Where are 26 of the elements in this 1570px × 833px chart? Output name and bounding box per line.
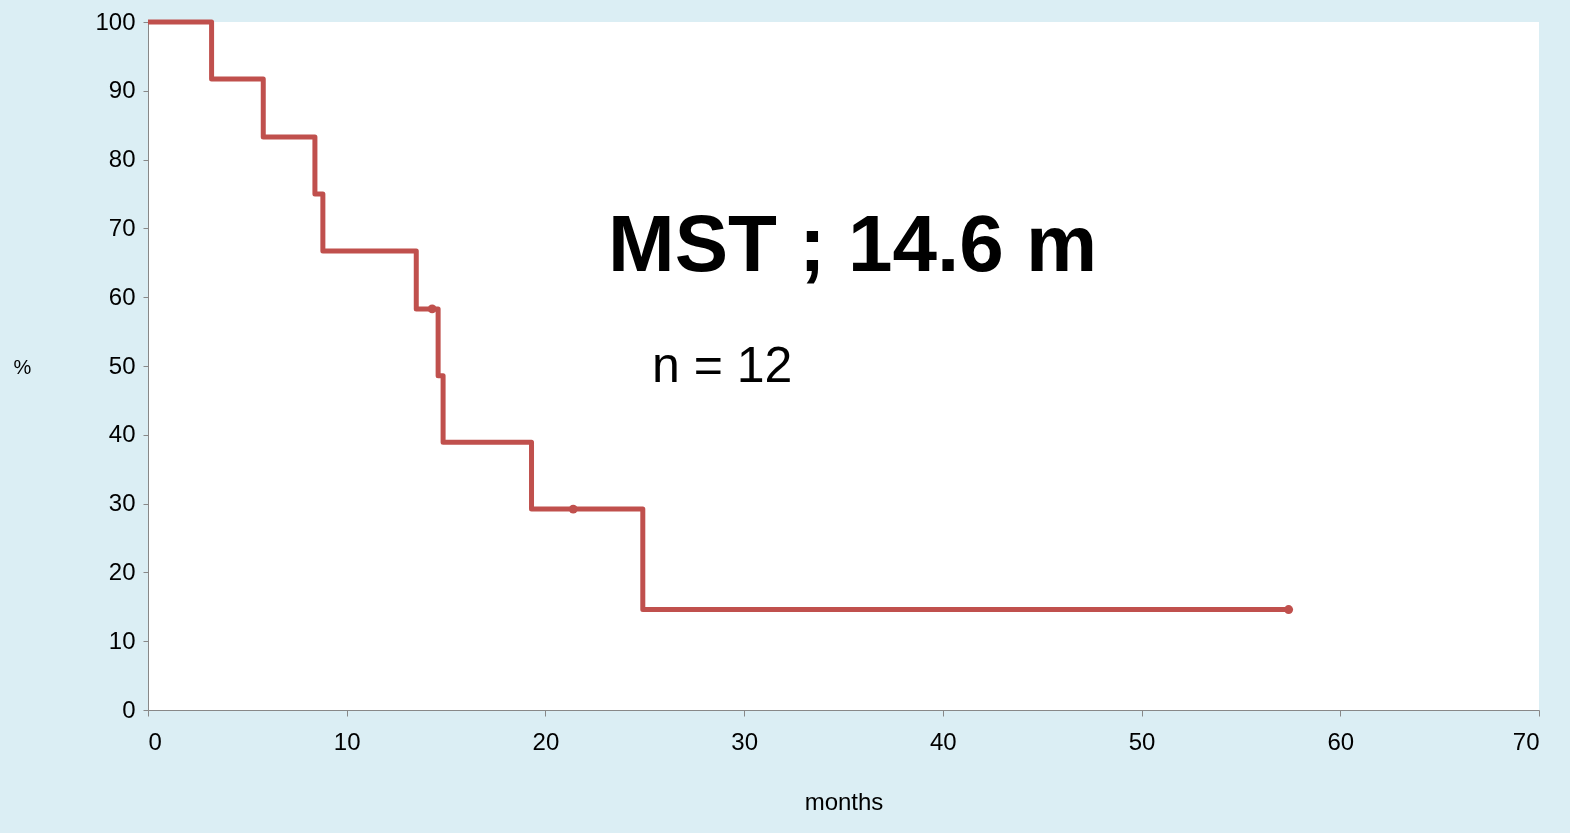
x-tick-label: 30 — [731, 727, 758, 755]
y-tick-label: 90 — [108, 76, 136, 104]
y-tick-label: 30 — [108, 489, 136, 517]
x-tick-label: 0 — [148, 727, 162, 755]
y-tick-label: 40 — [108, 420, 136, 448]
annotation: MST ; 14.6 m — [608, 199, 1098, 288]
annotation: n = 12 — [652, 337, 793, 393]
y-tick-label: 100 — [95, 7, 136, 35]
y-tick-label: 60 — [108, 282, 136, 310]
x-tick-label: 40 — [930, 727, 957, 755]
point — [568, 504, 578, 514]
point — [427, 304, 437, 314]
x-tick-label: 50 — [1128, 727, 1156, 755]
y-tick-label: 0 — [122, 695, 136, 723]
x-tick-label: 70 — [1512, 727, 1540, 755]
y-tick-label: 20 — [108, 557, 136, 585]
point — [1284, 605, 1294, 615]
y-tick-label: 10 — [108, 626, 136, 654]
y-axis-title: % — [13, 355, 32, 378]
y-tick-label: 70 — [108, 213, 136, 241]
x-tick-label: 60 — [1327, 727, 1355, 755]
x-tick-label: 10 — [333, 727, 361, 755]
y-tick-label: 80 — [108, 145, 136, 173]
x-axis-title: months — [804, 787, 884, 815]
y-tick-label: 50 — [108, 351, 136, 379]
x-tick-label: 20 — [532, 727, 560, 755]
